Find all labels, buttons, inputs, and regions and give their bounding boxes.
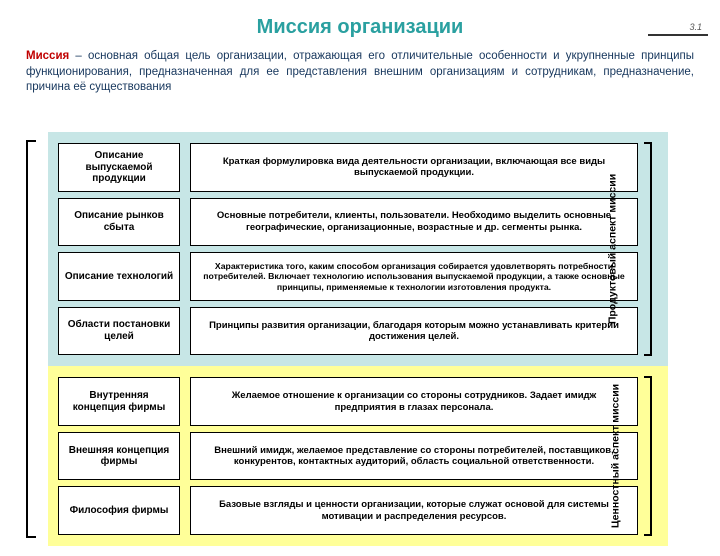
intro-rest: – основная общая цель организации, отраж… — [26, 50, 694, 93]
row-label: Описание выпускаемой продукции — [58, 143, 180, 192]
page-title: Миссия организации — [0, 16, 720, 39]
table-row: Описание рынков сбыта Основные потребите… — [58, 195, 638, 250]
row-desc: Характеристика того, каким способом орга… — [190, 252, 638, 301]
row-label: Области постановки целей — [58, 307, 180, 356]
table-row: Внешняя концепция фирмы Внешний имидж, ж… — [58, 429, 638, 484]
table-row: Философия фирмы Базовые взгляды и ценнос… — [58, 483, 638, 538]
table-row: Описание технологий Характеристика того,… — [58, 249, 638, 304]
row-desc: Основные потребители, клиенты, пользоват… — [190, 198, 638, 247]
diagram-stage: Полная миссия организации Продуктовый ас… — [26, 132, 694, 546]
row-label: Внутренняя концепция фирмы — [58, 377, 180, 426]
row-desc: Краткая формулировка вида деятельности о… — [190, 143, 638, 192]
aspect-label-product: Продуктовый аспект миссии — [607, 174, 619, 324]
intro-paragraph: Миссия – основная общая цель организации… — [26, 49, 694, 96]
table-row: Области постановки целей Принципы развит… — [58, 304, 638, 359]
aspect-bracket-values — [644, 376, 652, 536]
intro-lead: Миссия — [26, 50, 69, 62]
aspect-label-values: Ценностный аспект миссии — [610, 384, 622, 528]
row-label: Философия фирмы — [58, 486, 180, 535]
row-desc: Базовые взгляды и ценности организации, … — [190, 486, 638, 535]
section-product: Продуктовый аспект миссии Описание выпус… — [48, 132, 668, 366]
header-rule — [648, 34, 708, 36]
row-label: Внешняя концепция фирмы — [58, 432, 180, 481]
row-label: Описание рынков сбыта — [58, 198, 180, 247]
section-values: Ценностный аспект миссии Внутренняя конц… — [48, 366, 668, 546]
row-desc: Внешний имидж, желаемое представление со… — [190, 432, 638, 481]
aspect-bracket-product — [644, 142, 652, 356]
page-number: 3.1 — [689, 22, 702, 32]
row-desc: Желаемое отношение к организации со стор… — [190, 377, 638, 426]
table-row: Внутренняя концепция фирмы Желаемое отно… — [58, 374, 638, 429]
row-label: Описание технологий — [58, 252, 180, 301]
sections-container: Продуктовый аспект миссии Описание выпус… — [48, 132, 668, 546]
row-desc: Принципы развития организации, благодаря… — [190, 307, 638, 356]
table-row: Описание выпускаемой продукции Краткая ф… — [58, 140, 638, 195]
full-mission-bracket — [26, 140, 36, 538]
